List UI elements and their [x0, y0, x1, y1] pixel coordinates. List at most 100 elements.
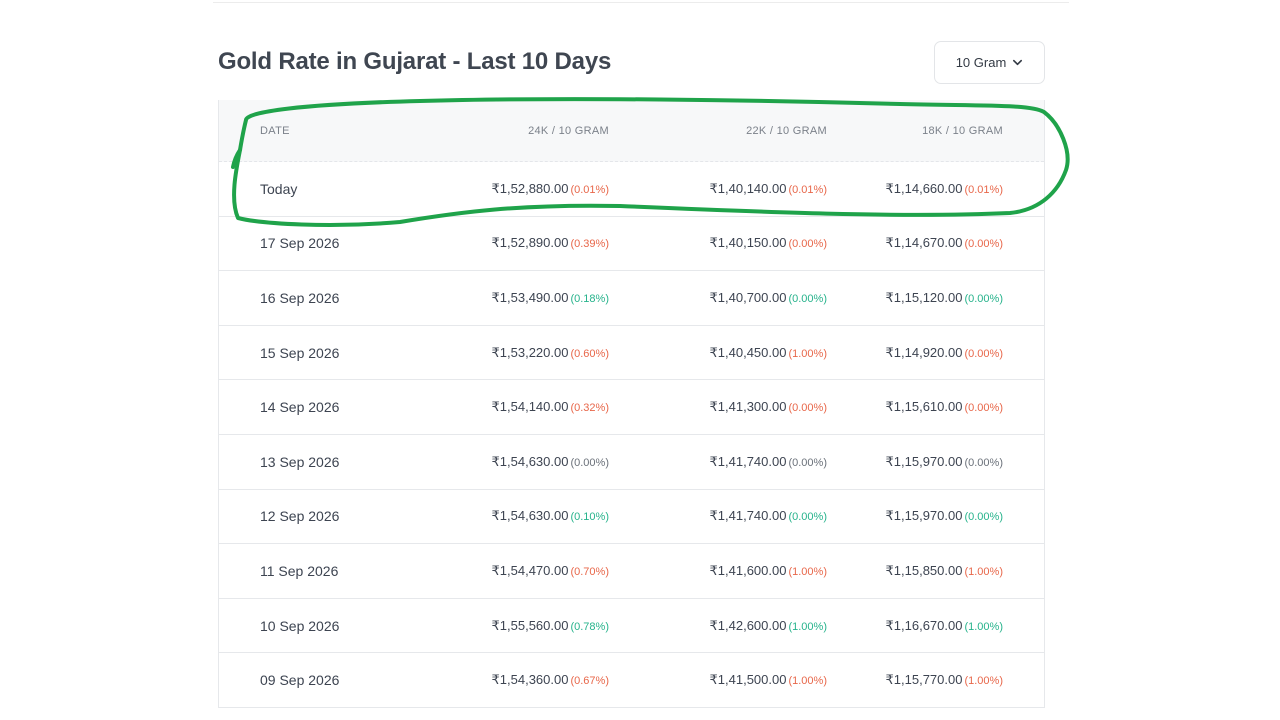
price-24k: ₹1,54,630.00 [491, 508, 569, 524]
price-22k: ₹1,40,140.00 [709, 180, 787, 196]
page-title: Gold Rate in Gujarat - Last 10 Days [218, 48, 612, 75]
change-18k: (0.00%) [964, 238, 1003, 251]
change-22k: (1.00%) [788, 675, 827, 688]
header-18k: 18K / 10 GRAM [922, 124, 1003, 137]
unit-select[interactable]: 10 Gram [934, 41, 1045, 84]
change-24k: (0.39%) [570, 238, 609, 251]
cell-22k: ₹1,40,450.00 (1.00%) [609, 344, 827, 362]
cell-18k: ₹1,15,120.00 (0.00%) [827, 289, 1003, 307]
cell-24k: ₹1,52,880.00 (0.01%) [469, 180, 609, 198]
change-18k: (0.01%) [964, 183, 1003, 196]
change-22k: (1.00%) [788, 565, 827, 578]
price-18k: ₹1,14,660.00 [885, 180, 963, 196]
price-22k: ₹1,41,740.00 [709, 508, 787, 524]
change-18k: (0.00%) [964, 402, 1003, 415]
price-18k: ₹1,15,770.00 [885, 672, 963, 688]
cell-24k: ₹1,55,560.00 (0.78%) [469, 617, 609, 635]
table-row: Today ₹1,52,880.00 (0.01%) ₹1,40,140.00 (0.0… [219, 162, 1044, 217]
unit-select-value: 10 Gram [955, 55, 1007, 70]
price-24k: ₹1,53,490.00 [491, 289, 569, 305]
change-22k: (0.00%) [788, 402, 827, 415]
change-18k: (0.00%) [964, 347, 1003, 360]
price-24k: ₹1,52,890.00 [491, 235, 569, 251]
cell-24k: ₹1,54,630.00 (0.10%) [469, 507, 609, 525]
cell-24k: ₹1,54,630.00 (0.00%) [469, 453, 609, 471]
table-row: 10 Sep 2026 ₹1,55,560.00 (0.78%) ₹1,42,600.… [219, 599, 1044, 654]
change-18k: (0.00%) [964, 456, 1003, 469]
change-24k: (0.18%) [570, 292, 609, 305]
cell-18k: ₹1,15,850.00 (1.00%) [827, 562, 1003, 580]
price-18k: ₹1,15,120.00 [885, 289, 963, 305]
table-row: 11 Sep 2026 ₹1,54,470.00 (0.70%) ₹1,41,600.… [219, 544, 1044, 599]
change-18k: (0.00%) [964, 292, 1003, 305]
cell-24k: ₹1,54,470.00 (0.70%) [469, 562, 609, 580]
cell-24k: ₹1,54,140.00 (0.32%) [469, 398, 609, 416]
cell-date: 15 Sep 2026 [260, 344, 340, 361]
cell-22k: ₹1,41,740.00 (0.00%) [609, 507, 827, 525]
price-24k: ₹1,55,560.00 [491, 617, 569, 633]
price-24k: ₹1,54,360.00 [491, 672, 569, 688]
price-18k: ₹1,14,670.00 [885, 235, 963, 251]
change-22k: (0.00%) [788, 456, 827, 469]
header-24k: 24K / 10 GRAM [528, 124, 609, 137]
change-24k: (0.32%) [570, 402, 609, 415]
chevron-down-icon [1013, 59, 1023, 66]
price-18k: ₹1,15,850.00 [885, 562, 963, 578]
cell-22k: ₹1,41,300.00 (0.00%) [609, 398, 827, 416]
change-24k: (0.60%) [570, 347, 609, 360]
price-22k: ₹1,41,500.00 [709, 672, 787, 688]
price-22k: ₹1,40,150.00 [709, 235, 787, 251]
table-row: 17 Sep 2026 ₹1,52,890.00 (0.39%) ₹1,40,150.… [219, 217, 1044, 272]
price-22k: ₹1,41,300.00 [709, 399, 787, 415]
cell-22k: ₹1,40,700.00 (0.00%) [609, 289, 827, 307]
cell-18k: ₹1,16,670.00 (1.00%) [827, 617, 1003, 635]
cell-24k: ₹1,53,220.00 (0.60%) [469, 344, 609, 362]
cell-22k: ₹1,41,500.00 (1.00%) [609, 671, 827, 689]
header-date: DATE [260, 124, 290, 137]
price-22k: ₹1,40,450.00 [709, 344, 787, 360]
change-22k: (0.01%) [788, 183, 827, 196]
cell-date: 10 Sep 2026 [260, 617, 340, 634]
price-24k: ₹1,54,470.00 [491, 562, 569, 578]
change-18k: (1.00%) [964, 675, 1003, 688]
change-22k: (0.00%) [788, 292, 827, 305]
price-22k: ₹1,42,600.00 [709, 617, 787, 633]
cell-date: 13 Sep 2026 [260, 453, 340, 470]
cell-date: 12 Sep 2026 [260, 508, 340, 525]
table-row: 16 Sep 2026 ₹1,53,490.00 (0.18%) ₹1,40,700.… [219, 271, 1044, 326]
cell-22k: ₹1,41,740.00 (0.00%) [609, 453, 827, 471]
change-24k: (0.00%) [570, 456, 609, 469]
table-row: 15 Sep 2026 ₹1,53,220.00 (0.60%) ₹1,40,450.… [219, 326, 1044, 381]
cell-date: Today [260, 180, 298, 197]
header-22k: 22K / 10 GRAM [746, 124, 827, 137]
price-18k: ₹1,16,670.00 [885, 617, 963, 633]
top-divider [213, 2, 1069, 3]
price-22k: ₹1,40,700.00 [709, 289, 787, 305]
cell-date: 09 Sep 2026 [260, 672, 340, 689]
change-18k: (1.00%) [964, 565, 1003, 578]
change-24k: (0.78%) [570, 620, 609, 633]
change-24k: (0.01%) [570, 183, 609, 196]
change-24k: (0.10%) [570, 511, 609, 524]
change-22k: (0.00%) [788, 511, 827, 524]
cell-22k: ₹1,42,600.00 (1.00%) [609, 617, 827, 635]
price-18k: ₹1,15,970.00 [885, 508, 963, 524]
cell-date: 14 Sep 2026 [260, 399, 340, 416]
cell-22k: ₹1,41,600.00 (1.00%) [609, 562, 827, 580]
table-header: DATE 24K / 10 GRAM 22K / 10 GRAM 18K / 1… [219, 100, 1044, 162]
cell-date: 17 Sep 2026 [260, 235, 340, 252]
cell-date: 16 Sep 2026 [260, 289, 340, 306]
change-24k: (0.67%) [570, 675, 609, 688]
price-24k: ₹1,54,630.00 [491, 453, 569, 469]
change-22k: (1.00%) [788, 620, 827, 633]
cell-date: 11 Sep 2026 [260, 562, 339, 579]
cell-24k: ₹1,52,890.00 (0.39%) [469, 234, 609, 252]
cell-18k: ₹1,15,970.00 (0.00%) [827, 453, 1003, 471]
price-22k: ₹1,41,740.00 [709, 453, 787, 469]
change-22k: (0.00%) [788, 238, 827, 251]
cell-18k: ₹1,14,660.00 (0.01%) [827, 180, 1003, 198]
table-row: 09 Sep 2026 ₹1,54,360.00 (0.67%) ₹1,41,500.… [219, 653, 1044, 708]
table-row: 14 Sep 2026 ₹1,54,140.00 (0.32%) ₹1,41,300.… [219, 380, 1044, 435]
change-18k: (1.00%) [964, 620, 1003, 633]
price-24k: ₹1,54,140.00 [491, 399, 569, 415]
